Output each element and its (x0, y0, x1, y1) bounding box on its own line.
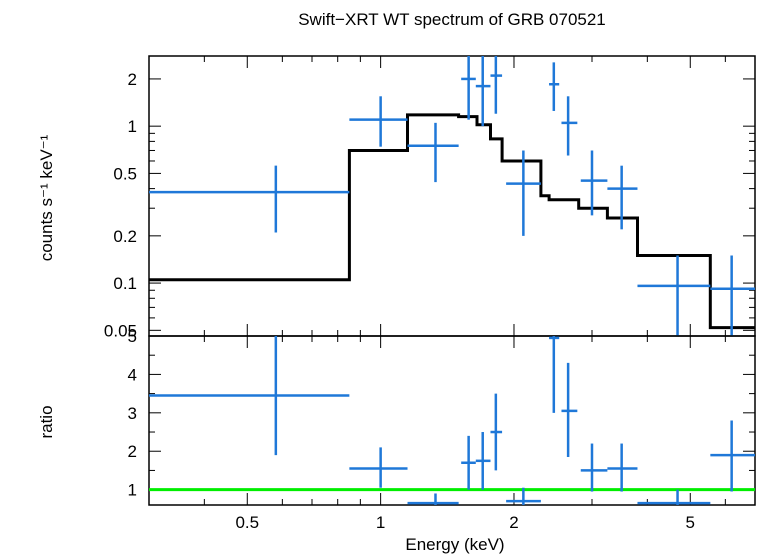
spectrum-data-point (490, 56, 503, 114)
spectrum-data-point (506, 150, 541, 236)
ratio-data-point (349, 447, 408, 488)
ratio-data-point (607, 443, 638, 492)
x-tick-label: 0.5 (235, 513, 259, 532)
ratio-y-tick-label: 5 (128, 327, 137, 346)
ratio-panel: 1 2 3 4 5 0.5 1 2 5 (128, 327, 756, 532)
x-tick-label: 5 (686, 513, 695, 532)
ratio-data-point (407, 493, 459, 505)
spectrum-data-point (349, 96, 408, 147)
spectrum-data-point (475, 56, 491, 127)
spectrum-panel: 0.05 0.1 0.2 0.5 1 2 (104, 55, 756, 340)
ratio-data-point (561, 362, 578, 457)
ratio-data-point (710, 420, 755, 492)
spectrum-data-point (407, 122, 459, 183)
spectrum-data-point (637, 255, 711, 336)
x-tick-label: 1 (376, 513, 385, 532)
spectrum-frame (148, 55, 756, 337)
spectrum-y-tick-label: 1 (128, 117, 137, 136)
spectrum-data-point (607, 165, 638, 230)
ratio-y-tick-label: 4 (128, 365, 137, 384)
spectrum-data-point (461, 56, 476, 120)
ratio-data-point (637, 489, 711, 505)
ratio-data-point (580, 443, 608, 492)
spectrum-data-point (580, 150, 608, 216)
spectrum-y-tick-label: 0.2 (113, 227, 137, 246)
ratio-data-point (149, 336, 350, 456)
ratio-data-point (461, 435, 476, 490)
chart-title: Swift−XRT WT spectrum of GRB 070521 (298, 10, 606, 29)
spectrum-y-tick-label: 2 (128, 70, 137, 89)
ratio-data-point (490, 393, 503, 471)
spectrum-model-step (149, 113, 755, 330)
x-tick-label: 2 (509, 513, 518, 532)
ratio-y-tick-label: 3 (128, 404, 137, 423)
x-axis-label: Energy (keV) (405, 535, 504, 554)
spectrum-y-tick-label: 0.5 (113, 164, 137, 183)
spectrum-data-point (710, 255, 755, 336)
ratio-y-tick-label: 1 (128, 481, 137, 500)
spectrum-y-tick-label: 0.1 (113, 274, 137, 293)
ratio-data-point (506, 487, 541, 505)
ratio-data-point (475, 432, 491, 490)
spectrum-data-point (561, 96, 578, 156)
spectrum-data-point (149, 165, 350, 233)
ratio-y-axis-label: ratio (37, 405, 56, 438)
ratio-frame (148, 335, 756, 506)
ratio-y-tick-label: 2 (128, 442, 137, 461)
spectrum-y-tick-label: 0.05 (104, 321, 137, 340)
ratio-data-point (549, 336, 560, 413)
spectrum-data-point (549, 62, 560, 111)
spectrum-y-axis-label: counts s⁻¹ keV⁻¹ (37, 134, 56, 261)
